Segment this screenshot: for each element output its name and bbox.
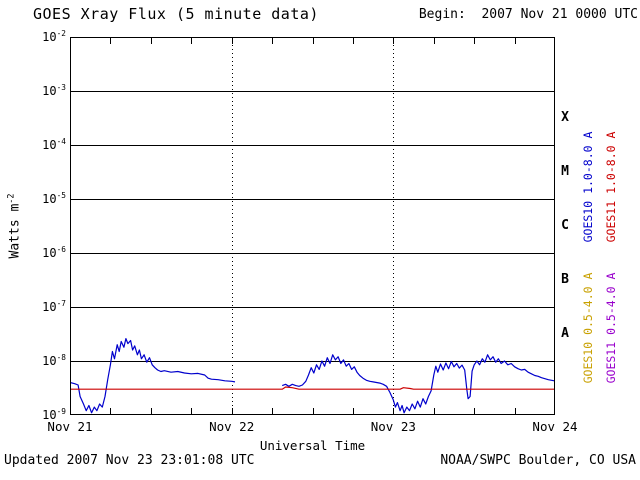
x-tick-label: Nov 22 — [209, 419, 255, 434]
y-tick-label: 10-6 — [42, 245, 66, 260]
y-axis-label: Watts m-2 — [5, 194, 22, 259]
flare-class-letter: A — [561, 326, 569, 341]
flare-class-letter: B — [561, 272, 569, 287]
x-tick-label: Nov 23 — [370, 419, 416, 434]
x-tick-label: Nov 21 — [47, 419, 93, 434]
plot-area — [70, 37, 555, 415]
y-tick-label: 10-5 — [42, 191, 66, 206]
y-axis-label-exponent: -2 — [5, 193, 16, 204]
flare-class-letter: X — [561, 110, 569, 125]
credit-text: NOAA/SWPC Boulder, CO USA — [440, 453, 636, 468]
x-axis-label: Universal Time — [259, 438, 366, 453]
flare-class-letter: M — [561, 164, 569, 179]
legend-label: GOES11 0.5-4.0 A — [604, 272, 618, 384]
y-tick-label: 10-2 — [42, 29, 66, 44]
y-tick-label: 10-8 — [42, 353, 66, 368]
y-tick-label: 10-9 — [42, 407, 66, 422]
legend-label: GOES10 0.5-4.0 A — [581, 272, 595, 384]
begin-timestamp: Begin: 2007 Nov 21 0000 UTC — [418, 7, 638, 22]
y-tick-label: 10-7 — [42, 299, 66, 314]
x-tick-label: Nov 24 — [532, 419, 578, 434]
legend-label: GOES11 1.0-8.0 A — [604, 131, 618, 243]
legend-label: GOES10 1.0-8.0 A — [581, 131, 595, 243]
updated-timestamp: Updated 2007 Nov 23 23:01:08 UTC — [4, 453, 255, 468]
y-tick-label: 10-3 — [42, 83, 66, 98]
chart-title: GOES Xray Flux (5 minute data) — [33, 5, 319, 23]
flare-class-letter: C — [561, 218, 569, 233]
y-tick-label: 10-4 — [42, 137, 66, 152]
y-axis-label-base: Watts m — [7, 203, 23, 259]
